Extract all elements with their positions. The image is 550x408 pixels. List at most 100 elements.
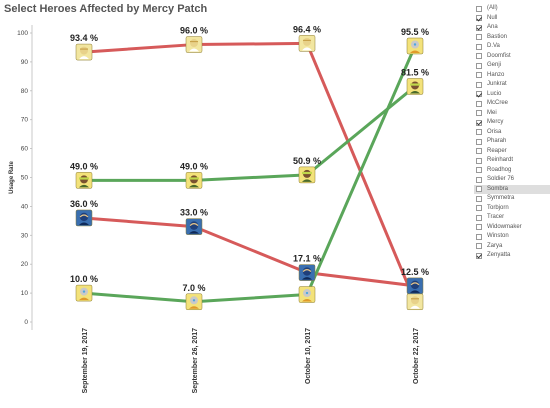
filter-item[interactable]: Roadhog <box>474 166 550 176</box>
filter-item-label: Torbjorn <box>487 204 509 211</box>
filter-checkbox[interactable] <box>476 148 482 154</box>
filter-checkbox[interactable] <box>476 72 482 78</box>
zenyatta-icon[interactable] <box>75 284 93 302</box>
mercy-icon[interactable] <box>185 36 203 53</box>
filter-checkbox[interactable] <box>476 43 482 50</box>
filter-item[interactable]: Sombra <box>474 184 550 194</box>
zenyatta-icon[interactable] <box>406 37 424 55</box>
filter-item-label: McCree <box>487 100 509 106</box>
ana-icon[interactable] <box>406 277 424 295</box>
filter-checkbox[interactable] <box>476 5 482 12</box>
ana-icon[interactable] <box>185 218 203 235</box>
filter-item[interactable]: Bastion <box>474 33 550 43</box>
lucio-icon[interactable] <box>406 78 424 95</box>
filter-item[interactable]: Widowmaker <box>474 223 550 233</box>
filter-item[interactable]: Null <box>474 14 550 24</box>
filter-checkbox[interactable] <box>476 129 482 135</box>
y-tick-label: 0 <box>24 319 28 326</box>
filter-checkbox[interactable] <box>476 100 482 107</box>
ana-icon[interactable] <box>298 264 316 281</box>
filter-item[interactable]: Lucio <box>474 90 550 100</box>
filter-item[interactable]: Mercy <box>474 118 550 128</box>
filter-item[interactable]: Zenyatta <box>474 251 550 261</box>
data-label: 12.5 % <box>401 267 429 277</box>
filter-checkbox[interactable] <box>476 53 482 59</box>
filter-item[interactable]: Genji <box>474 61 550 71</box>
lucio-icon[interactable] <box>185 172 203 189</box>
filter-checkbox[interactable] <box>476 195 482 202</box>
filter-checkbox[interactable] <box>476 119 482 126</box>
filter-item-label: Lucio <box>487 90 502 97</box>
filter-item-label: Reaper <box>487 147 507 154</box>
filter-checkbox[interactable] <box>476 252 482 259</box>
filter-checkbox[interactable] <box>476 176 482 183</box>
filter-item[interactable]: Pharah <box>474 137 550 147</box>
filter-item-label: D.Va <box>487 43 500 49</box>
ana-icon[interactable] <box>75 209 93 227</box>
mercy-icon[interactable] <box>75 43 93 61</box>
filter-checkbox[interactable] <box>476 15 482 21</box>
filter-item-label: Pharah <box>487 138 507 144</box>
filter-item[interactable]: Torbjorn <box>474 204 550 214</box>
filter-item-label: Doomfist <box>487 52 511 59</box>
mercy-icon[interactable] <box>406 293 424 311</box>
filter-item[interactable]: (All) <box>474 4 550 14</box>
filter-checkbox[interactable] <box>476 138 482 145</box>
filter-item[interactable]: Reinhardt <box>474 156 550 166</box>
filter-checkbox[interactable] <box>476 81 482 88</box>
filter-item[interactable]: Reaper <box>474 147 550 157</box>
filter-checkbox[interactable] <box>476 62 482 69</box>
filter-item[interactable]: Symmetra <box>474 194 550 204</box>
filter-item[interactable]: Junkrat <box>474 80 550 90</box>
filter-item[interactable]: Zarya <box>474 242 550 252</box>
lucio-icon[interactable] <box>298 166 316 184</box>
filter-item[interactable]: Soldier 76 <box>474 175 550 185</box>
y-tick-label: 40 <box>21 203 29 210</box>
filter-checkbox[interactable] <box>476 186 482 192</box>
filter-item[interactable]: Mei <box>474 109 550 119</box>
filter-checkbox[interactable] <box>476 34 482 40</box>
filter-item[interactable]: Tracer <box>474 213 550 223</box>
filter-item[interactable]: D.Va <box>474 42 550 52</box>
filter-item-label: Mercy <box>487 119 504 125</box>
filter-checkbox[interactable] <box>476 91 482 97</box>
y-tick-label: 90 <box>21 59 29 66</box>
filter-item-label: Winston <box>487 233 509 239</box>
filter-item-label: Roadhog <box>487 166 512 173</box>
data-label: 36.0 % <box>70 199 98 209</box>
filter-item[interactable]: McCree <box>474 99 550 109</box>
filter-item[interactable]: Orisa <box>474 128 550 138</box>
mercy-icon[interactable] <box>298 35 316 52</box>
filter-item[interactable]: Winston <box>474 232 550 242</box>
filter-item[interactable]: Ana <box>474 23 550 33</box>
filter-checkbox[interactable] <box>476 224 482 230</box>
data-label: 49.0 % <box>180 161 208 171</box>
filter-item-label: Hanzo <box>487 71 505 78</box>
y-tick-label: 50 <box>21 175 29 182</box>
filter-checkbox[interactable] <box>476 233 482 240</box>
y-axis-label: Usage Rate <box>9 161 15 194</box>
series-line-1 <box>83 41 417 303</box>
filter-item[interactable]: Doomfist <box>474 52 550 62</box>
zenyatta-icon[interactable] <box>298 286 316 303</box>
filter-checkbox[interactable] <box>476 110 482 116</box>
filter-checkbox[interactable] <box>476 24 482 31</box>
filter-checkbox[interactable] <box>476 157 482 164</box>
filter-checkbox[interactable] <box>476 205 482 211</box>
data-label: 33.0 % <box>180 208 208 218</box>
hero-markers[interactable] <box>75 35 424 311</box>
data-label: 96.0 % <box>180 26 208 36</box>
chart-title: Select Heroes Affected by Mercy Patch <box>4 3 208 15</box>
y-tick-label: 60 <box>21 146 29 153</box>
filter-checkbox[interactable] <box>476 214 482 221</box>
zenyatta-icon[interactable] <box>185 293 203 311</box>
filter-checkbox[interactable] <box>476 167 482 173</box>
data-label: 95.5 % <box>401 27 429 37</box>
filter-item[interactable]: Hanzo <box>474 71 550 81</box>
x-tick-label: September 26, 2017 <box>192 328 199 393</box>
filter-item-label: Genji <box>487 62 502 68</box>
data-label: 7.0 % <box>182 283 205 293</box>
lucio-icon[interactable] <box>75 172 93 189</box>
y-tick-label: 70 <box>21 117 29 124</box>
filter-checkbox[interactable] <box>476 243 482 249</box>
